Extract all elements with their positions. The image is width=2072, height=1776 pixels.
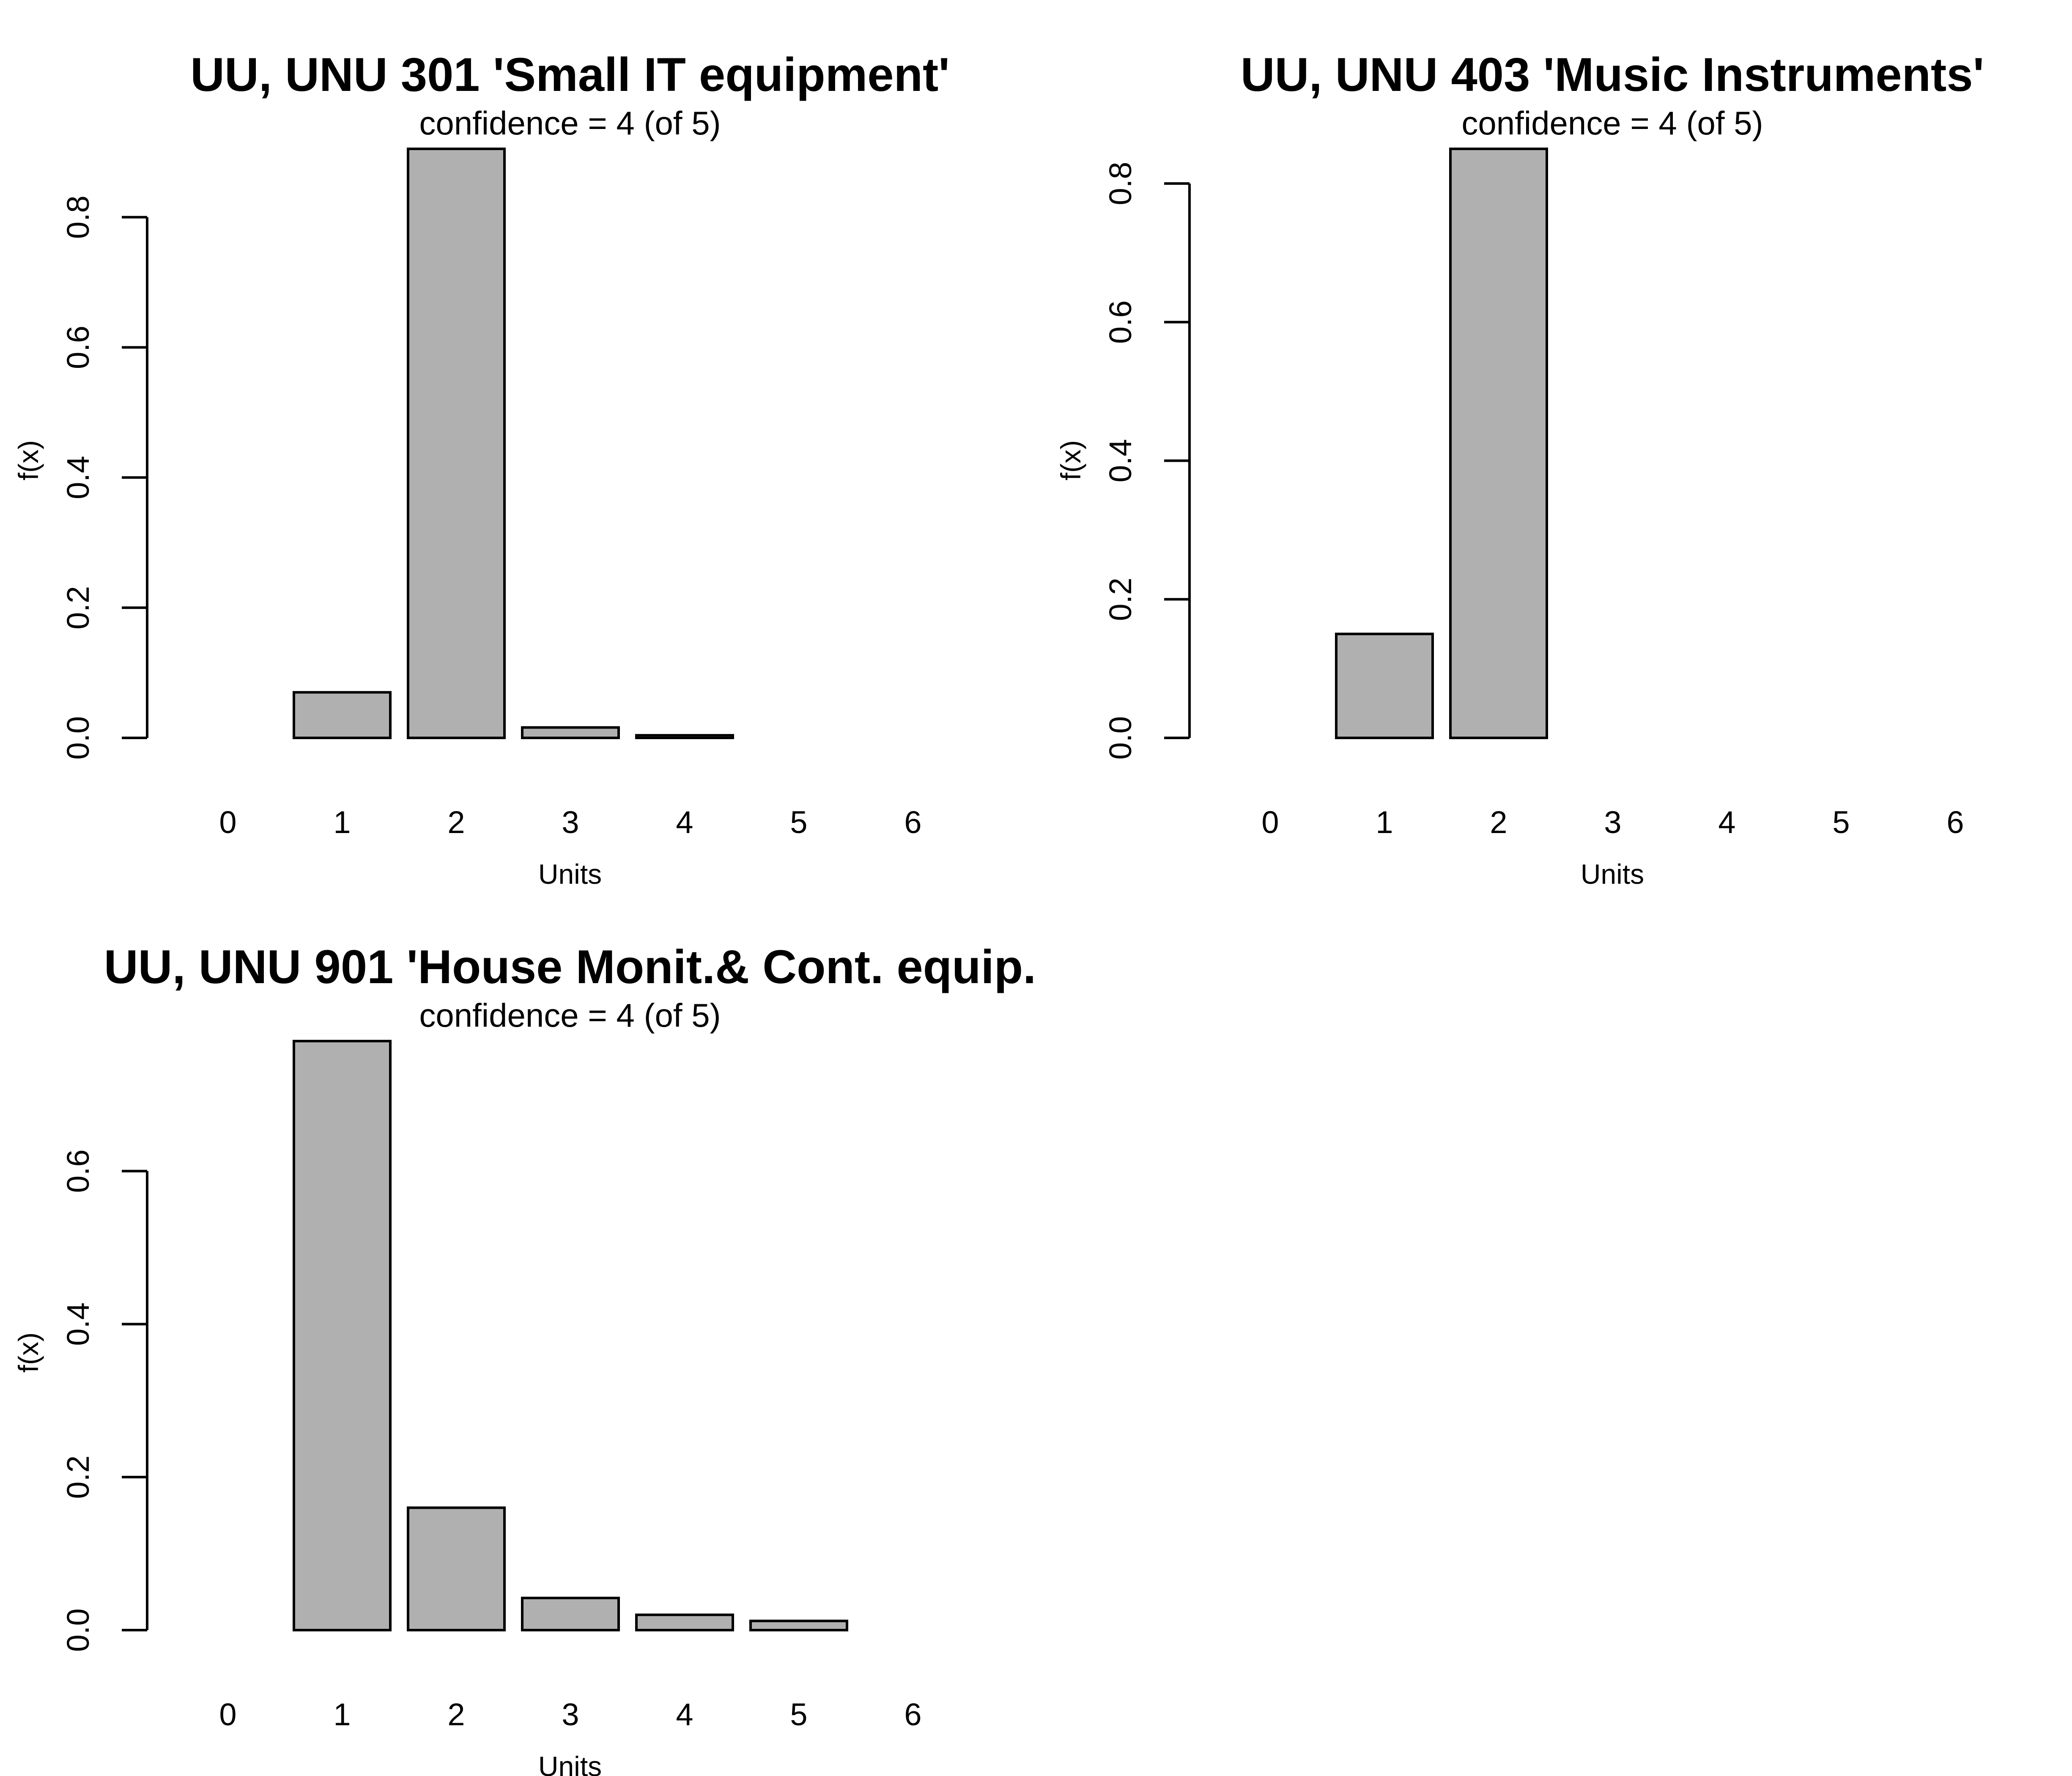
y-tick-label: 0.4 <box>60 1302 96 1346</box>
x-tick-label: 0 <box>219 805 236 840</box>
y-tick-label: 0.0 <box>60 1609 96 1652</box>
x-tick-label: 2 <box>447 1697 465 1732</box>
x-tick-label: 1 <box>333 805 351 840</box>
x-tick-label: 3 <box>562 1697 579 1732</box>
x-tick-label: 0 <box>219 1697 236 1732</box>
bar-3 <box>521 1597 620 1632</box>
chart-subtitle: confidence = 4 (of 5) <box>419 997 721 1034</box>
bar-1 <box>293 1040 392 1631</box>
x-tick-label: 0 <box>1261 805 1279 840</box>
x-tick-label: 6 <box>1946 805 1964 840</box>
x-axis-label: Units <box>538 1751 602 1776</box>
x-tick-label: 1 <box>1376 805 1393 840</box>
x-tick-label: 2 <box>1490 805 1507 840</box>
chart-panel-music-instruments: UU, UNU 403 'Music Instruments'confidenc… <box>1055 48 1984 890</box>
x-axis-label: Units <box>538 858 602 890</box>
bar-1 <box>293 691 392 740</box>
x-axis-label: Units <box>1581 858 1644 890</box>
bar-3 <box>521 726 620 740</box>
chart-panel-house-monitoring: UU, UNU 901 'House Monit.& Cont. equip. c… <box>13 940 1036 1776</box>
x-tick-label: 2 <box>447 805 465 840</box>
x-tick-label: 3 <box>562 805 579 840</box>
y-tick-label: 0.4 <box>60 456 96 499</box>
x-tick-label: 6 <box>904 1697 921 1732</box>
x-tick-label: 6 <box>904 805 921 840</box>
bar-4 <box>635 734 734 740</box>
y-tick-label: 0.2 <box>60 1455 96 1499</box>
bar-1 <box>1335 633 1434 740</box>
chart-panel-small-it-equipment: UU, UNU 301 'Small IT equipment'confiden… <box>13 48 950 890</box>
y-tick-label: 0.6 <box>60 326 96 369</box>
x-tick-label: 3 <box>1604 805 1621 840</box>
bar-4 <box>635 1613 734 1632</box>
x-tick-label: 5 <box>1832 805 1850 840</box>
x-tick-label: 5 <box>790 1697 807 1732</box>
chart-title: UU, UNU 403 'Music Instruments' <box>1241 48 1984 101</box>
y-tick-label: 0.2 <box>1103 578 1138 621</box>
y-axis-label: f(x) <box>13 1332 44 1373</box>
y-tick-label: 0.2 <box>60 586 96 630</box>
x-tick-label: 4 <box>676 805 693 840</box>
y-axis-label: f(x) <box>13 440 44 480</box>
y-tick-label: 0.0 <box>60 716 96 760</box>
x-tick-label: 5 <box>790 805 807 840</box>
y-tick-label: 0.6 <box>60 1149 96 1193</box>
y-axis-label: f(x) <box>1055 440 1086 480</box>
bar-5 <box>749 1620 848 1631</box>
chart-subtitle: confidence = 4 (of 5) <box>1461 104 1763 142</box>
bar-2 <box>407 148 506 739</box>
x-tick-label: 1 <box>333 1697 351 1732</box>
bar-2 <box>1449 148 1548 739</box>
bar-2 <box>407 1506 506 1631</box>
x-tick-label: 4 <box>1718 805 1735 840</box>
y-tick-label: 0.8 <box>1103 162 1138 206</box>
y-tick-label: 0.4 <box>1103 439 1138 482</box>
x-tick-label: 4 <box>676 1697 693 1732</box>
y-tick-label: 0.6 <box>1103 300 1138 344</box>
y-tick-label: 0.8 <box>60 195 96 239</box>
chart-title: UU, UNU 901 'House Monit.& Cont. equip. <box>104 940 1036 993</box>
y-tick-label: 0.0 <box>1103 716 1138 760</box>
chart-subtitle: confidence = 4 (of 5) <box>419 104 721 142</box>
chart-title: UU, UNU 301 'Small IT equipment' <box>190 48 950 101</box>
